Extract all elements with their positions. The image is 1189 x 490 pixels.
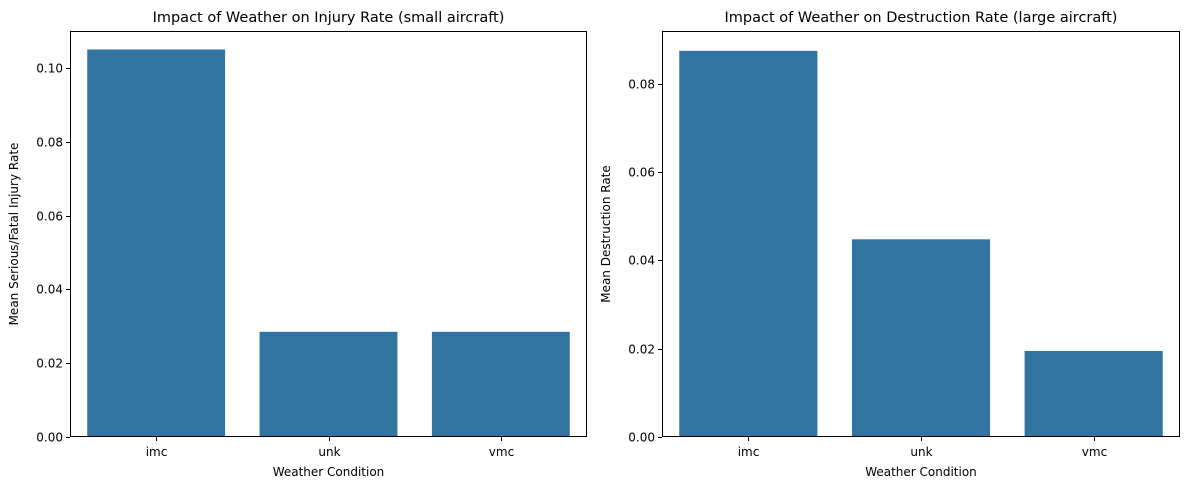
destruction-ytick-label-3: 0.06 — [628, 166, 655, 180]
destruction-xtick-label-imc: imc — [738, 445, 760, 459]
destruction-y-axis-label: Mean Destruction Rate — [599, 165, 613, 303]
injury-chart-title: Impact of Weather on Injury Rate (small … — [153, 10, 505, 26]
injury-xtick-label-unk: unk — [318, 445, 340, 459]
destruction-ytick-label-2: 0.04 — [628, 254, 655, 268]
injury-xtick-label-vmc: vmc — [489, 445, 514, 459]
destruction-xtick-label-unk: unk — [910, 445, 932, 459]
injury-bar-imc — [87, 49, 226, 438]
injury-x-axis-label: Weather Condition — [273, 465, 385, 479]
destruction-bar-vmc — [1024, 350, 1163, 437]
injury-ytick-label-5: 0.10 — [36, 62, 63, 76]
destruction-axes-frame — [662, 31, 1180, 437]
destruction-ytick-label-1: 0.02 — [628, 343, 655, 357]
injury-y-axis-label: Mean Serious/Fatal Injury Rate — [7, 143, 21, 326]
injury-ytick-label-4: 0.08 — [36, 136, 63, 150]
injury-bar-vmc — [431, 331, 570, 437]
chart-panel-destruction-rate: 0.00 0.02 0.04 0.06 0.08 imc unk vmc Impact of W… — [599, 10, 1180, 479]
injury-ytick-label-0: 0.00 — [36, 431, 63, 445]
destruction-bar-unk — [851, 239, 991, 437]
chart-panel-injury-rate: 0.00 0.02 0.04 0.06 0.08 0.10 imc unk vmc Impact … — [7, 10, 587, 479]
destruction-ytick-label-0: 0.00 — [628, 431, 655, 445]
destruction-x-axis-label: Weather Condition — [865, 465, 977, 479]
injury-ytick-label-3: 0.06 — [36, 210, 63, 224]
injury-axes-frame — [70, 31, 587, 437]
injury-ytick-label-1: 0.02 — [36, 357, 63, 371]
destruction-bar-imc — [679, 50, 818, 437]
injury-xtick-label-imc: imc — [146, 445, 168, 459]
destruction-ytick-label-4: 0.08 — [628, 78, 655, 92]
destruction-xtick-label-vmc: vmc — [1082, 445, 1107, 459]
injury-bar-unk — [259, 331, 398, 437]
destruction-chart-title: Impact of Weather on Destruction Rate (l… — [725, 10, 1118, 26]
injury-ytick-label-2: 0.04 — [36, 283, 63, 297]
